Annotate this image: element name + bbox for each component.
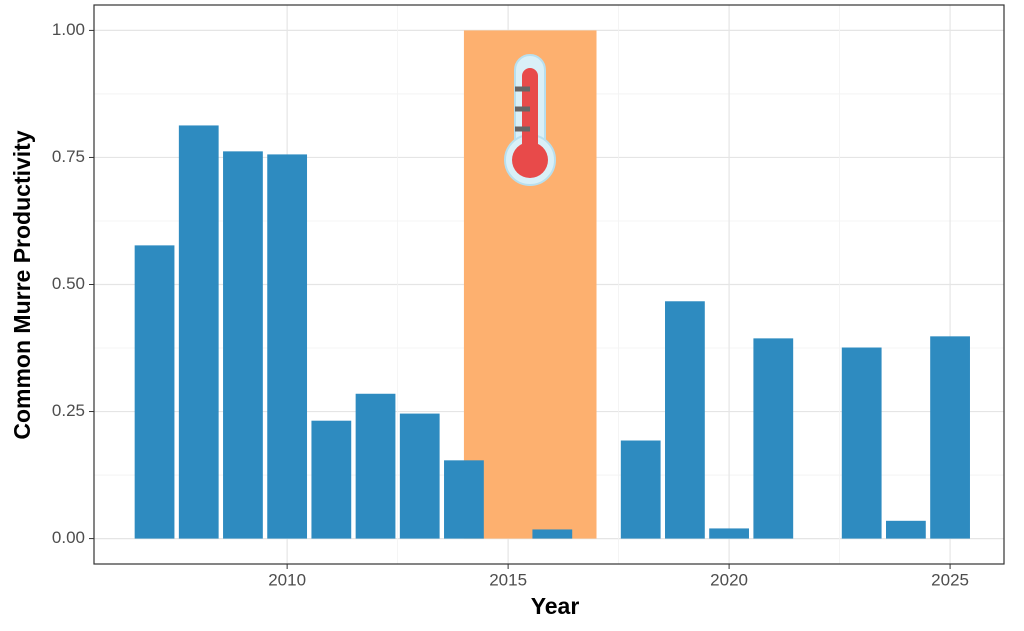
bar xyxy=(665,301,705,539)
y-tick-label: 0.75 xyxy=(52,147,85,166)
x-tick-label: 2025 xyxy=(931,570,969,589)
bar xyxy=(930,336,970,539)
thermometer-icon xyxy=(504,54,556,186)
bar xyxy=(178,125,219,539)
bar xyxy=(532,529,573,539)
bar xyxy=(355,393,396,539)
x-tick-label: 2015 xyxy=(489,570,527,589)
y-tick-label: 1.00 xyxy=(52,20,85,39)
bar xyxy=(311,420,352,539)
bar xyxy=(620,440,661,539)
bar xyxy=(399,413,440,539)
x-axis-title: Year xyxy=(531,593,580,619)
bar xyxy=(753,338,794,539)
y-axis-title: Common Murre Productivity xyxy=(9,130,35,439)
y-tick-label: 0.50 xyxy=(52,274,85,293)
bar xyxy=(841,347,882,539)
bar xyxy=(444,460,484,539)
x-tick-label: 2020 xyxy=(710,570,748,589)
bar xyxy=(223,151,263,539)
bar xyxy=(134,245,175,539)
bar xyxy=(709,528,749,539)
bar xyxy=(267,154,308,539)
y-tick-label: 0.25 xyxy=(52,401,85,420)
x-tick-label: 2010 xyxy=(268,570,306,589)
y-tick-label: 0.00 xyxy=(52,528,85,547)
bar xyxy=(885,520,926,539)
